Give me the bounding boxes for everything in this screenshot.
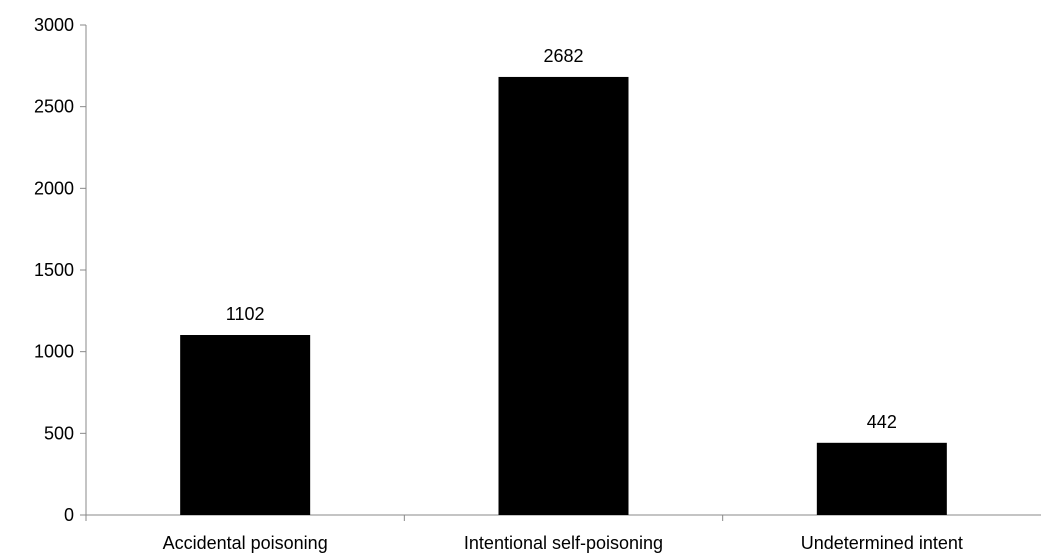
y-axis: 0 500 1000 1500 2000 2500 3000 — [34, 15, 87, 525]
bar-value-label: 2682 — [543, 46, 583, 66]
bar — [180, 335, 311, 515]
x-axis — [85, 514, 1041, 521]
bar-value-label: 1102 — [226, 304, 265, 324]
y-tick-label: 500 — [44, 423, 74, 443]
y-tick-label: 3000 — [34, 15, 74, 35]
y-tick-label: 1500 — [34, 260, 74, 280]
y-tick-label: 2500 — [34, 97, 74, 117]
data-labels: 1102 2682 442 — [226, 46, 897, 432]
bar-value-label: 442 — [867, 412, 897, 432]
x-category-label: Intentional self-poisoning — [464, 533, 663, 553]
x-category-label: Accidental poisoning — [163, 533, 328, 553]
x-category-label: Undetermined intent — [801, 533, 963, 553]
y-tick-label: 1000 — [34, 342, 74, 362]
bar — [498, 76, 629, 515]
bars — [180, 76, 947, 515]
bar — [816, 442, 947, 515]
y-tick-label: 2000 — [34, 178, 74, 198]
category-labels: Accidental poisoning Intentional self-poi… — [163, 533, 963, 553]
y-tick-label: 0 — [64, 505, 74, 525]
